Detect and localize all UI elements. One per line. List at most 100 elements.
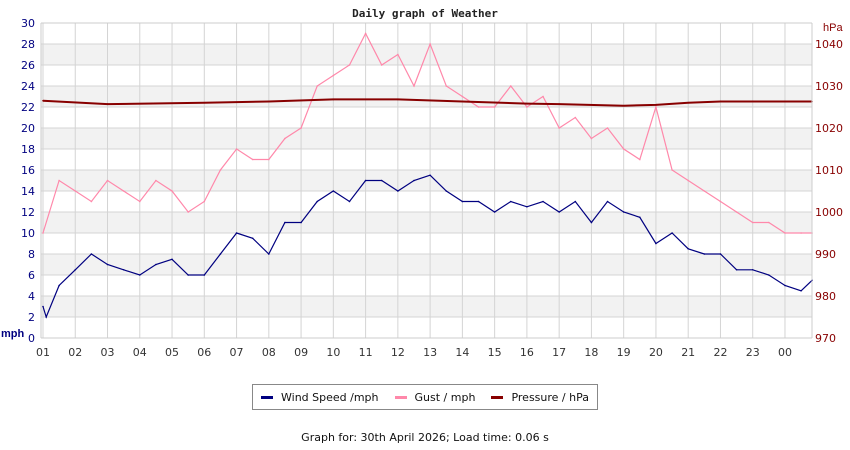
legend: Wind Speed /mph Gust / mph Pressure / hP… (252, 384, 598, 410)
x-tick-label: 08 (262, 346, 276, 359)
data-point-gust (768, 221, 770, 224)
legend-label-wind: Wind Speed /mph (281, 390, 379, 404)
data-point-wind (348, 200, 351, 203)
legend-item-gust: Gust / mph (394, 390, 476, 404)
data-point-gust (316, 85, 319, 87)
y2-axis-label: hPa (823, 22, 843, 34)
data-point-gust (703, 190, 706, 192)
y2-tick-label: 990 (815, 248, 836, 261)
grid-band (41, 212, 812, 233)
x-tick-label: 03 (101, 346, 115, 359)
data-point-gust (671, 169, 673, 171)
x-tick-label: 01 (36, 346, 50, 359)
y-tick-label: 6 (28, 269, 35, 282)
x-tick-label: 02 (68, 346, 82, 359)
data-point-gust (606, 127, 609, 129)
data-point-pressure (106, 103, 109, 105)
data-point-wind (316, 200, 319, 203)
legend-swatch-pressure (491, 395, 504, 399)
data-point-wind (671, 232, 673, 234)
data-point-wind (703, 253, 706, 255)
data-point-wind (477, 200, 480, 203)
data-point-pressure (558, 103, 560, 105)
data-point-pressure (655, 104, 657, 106)
data-point-gust (509, 85, 512, 87)
data-point-wind (574, 200, 577, 203)
legend-label-pressure: Pressure / hPa (511, 390, 589, 404)
data-point-wind (558, 211, 560, 213)
data-point-gust (300, 127, 302, 129)
y-tick-label: 22 (21, 101, 35, 114)
legend-item-pressure: Pressure / hPa (491, 391, 589, 404)
data-point-wind (719, 253, 722, 255)
series-line-pressure (42, 98, 813, 107)
y-tick-label: 18 (21, 143, 35, 156)
data-point-gust (639, 158, 641, 161)
data-point-wind (751, 268, 754, 271)
data-point-pressure (687, 102, 689, 104)
data-point-wind (735, 268, 738, 271)
data-point-gust (380, 64, 383, 66)
legend-label-gust: Gust / mph (414, 390, 476, 404)
data-point-wind (268, 253, 270, 255)
y-tick-label: 30 (21, 17, 35, 30)
data-point-pressure (397, 98, 399, 101)
data-point-wind (768, 274, 770, 276)
data-point-gust (461, 95, 464, 98)
y-tick-label: 26 (21, 59, 35, 72)
footer-text: Graph for: 30th April 2026; Load time: 0… (301, 431, 549, 444)
data-point-gust (348, 64, 351, 66)
legend-item-wind: Wind Speed /mph (261, 391, 379, 404)
y-tick-label: 12 (21, 206, 35, 219)
data-point-gust (397, 53, 399, 56)
x-tick-label: 22 (713, 346, 727, 359)
data-point-gust (542, 95, 544, 98)
data-point-wind (122, 268, 125, 271)
y2-tick-label: 970 (815, 332, 836, 345)
data-point-wind (251, 237, 254, 240)
x-tick-label: 11 (359, 346, 373, 359)
data-point-wind (542, 200, 544, 203)
data-point-wind (187, 274, 189, 276)
data-point-wind (155, 263, 157, 266)
data-point-wind (284, 221, 286, 224)
x-tick-label: 12 (391, 346, 405, 359)
y2-tick-label: 1000 (815, 206, 843, 219)
y2-tick-label: 1020 (815, 122, 843, 135)
data-point-wind (90, 253, 93, 255)
x-tick-label: 23 (746, 346, 760, 359)
data-point-wind (429, 174, 431, 177)
data-point-wind (622, 211, 625, 213)
data-point-gust (235, 148, 238, 150)
data-point-pressure (268, 100, 270, 103)
data-point-pressure (42, 99, 44, 102)
data-point-pressure (719, 100, 722, 103)
y-tick-label: 16 (21, 164, 35, 177)
data-point-gust (203, 200, 206, 203)
data-point-wind (42, 305, 44, 308)
grid-band (41, 128, 812, 149)
data-point-pressure (622, 104, 625, 107)
data-point-gust (735, 211, 738, 213)
y2-tick-label: 1010 (815, 164, 843, 177)
y-tick-label: 0 (28, 332, 35, 345)
data-point-wind (203, 274, 206, 276)
data-point-gust (42, 232, 44, 234)
data-point-gust (155, 179, 157, 182)
chart-title: Daily graph of Weather (352, 7, 498, 20)
chart-svg: Daily graph of Weather 02468101214161820… (1, 7, 843, 359)
data-point-gust (332, 74, 335, 77)
data-point-wind (138, 274, 141, 276)
y2-tick-label: 1030 (815, 80, 843, 93)
data-point-gust (719, 200, 722, 203)
data-point-gust (74, 190, 77, 192)
data-point-wind (74, 268, 77, 271)
data-point-wind (235, 232, 238, 234)
data-point-gust (477, 106, 480, 108)
data-point-wind (364, 179, 367, 182)
data-point-gust (106, 179, 109, 182)
y-tick-label: 20 (21, 122, 35, 135)
data-point-gust (138, 200, 141, 203)
data-point-wind (397, 190, 399, 192)
